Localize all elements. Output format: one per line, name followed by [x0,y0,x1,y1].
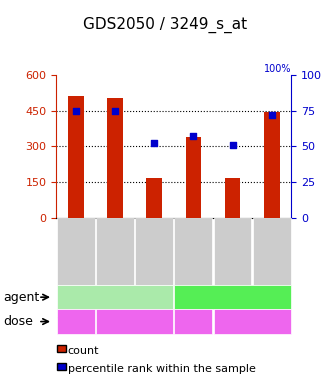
Text: 100 ug/ml: 100 ug/ml [103,315,166,328]
Text: GSM98598: GSM98598 [71,228,80,274]
Point [191,133,196,139]
Text: 10 ug/ml: 10 ug/ml [175,317,212,326]
Text: ethanol (control): ethanol (control) [71,292,159,302]
Text: GSM98599: GSM98599 [189,228,198,274]
Text: GDS2050 / 3249_s_at: GDS2050 / 3249_s_at [83,17,248,33]
Bar [225,178,240,218]
Text: percentile rank within the sample: percentile rank within the sample [68,364,256,375]
Text: 10 ug/ml: 10 ug/ml [57,317,94,326]
Point [152,140,157,146]
Point [73,108,78,114]
Text: count: count [68,346,99,356]
Bar [146,178,162,218]
Bar [68,96,84,218]
Point [230,142,235,148]
Text: GSM98594: GSM98594 [111,228,119,274]
Bar [264,112,280,218]
Bar [186,137,201,218]
Point [113,108,118,114]
Text: agent: agent [3,291,40,304]
Point [269,112,274,118]
Bar [107,98,123,218]
Text: GSM98595: GSM98595 [228,228,237,274]
Text: 100%: 100% [264,64,291,74]
Text: GSM98597: GSM98597 [267,228,276,274]
Text: azinomycin B: azinomycin B [198,292,267,302]
Text: 100 ug/ml: 100 ug/ml [220,315,284,328]
Text: dose: dose [3,315,33,328]
Text: GSM98596: GSM98596 [150,228,159,274]
